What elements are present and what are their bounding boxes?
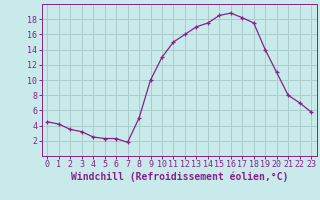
X-axis label: Windchill (Refroidissement éolien,°C): Windchill (Refroidissement éolien,°C): [70, 172, 288, 182]
